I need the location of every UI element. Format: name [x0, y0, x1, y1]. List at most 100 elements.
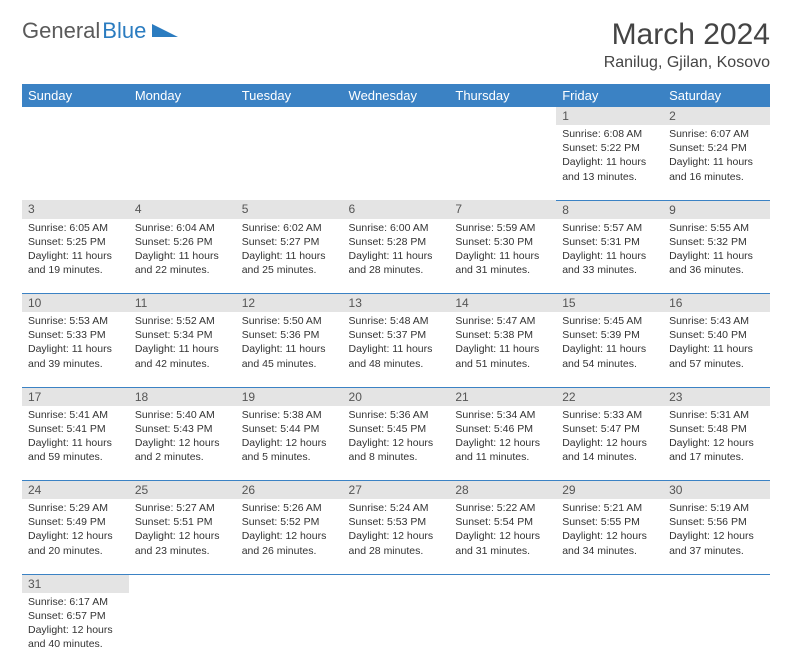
day-number-cell: 13 [343, 294, 450, 313]
day-content-cell: Sunrise: 5:22 AMSunset: 5:54 PMDaylight:… [449, 499, 556, 574]
day-number-cell [449, 107, 556, 125]
day-number-cell: 28 [449, 481, 556, 500]
day-content-cell: Sunrise: 5:59 AMSunset: 5:30 PMDaylight:… [449, 219, 556, 294]
daynum-row: 10111213141516 [22, 294, 770, 313]
day-details: Sunrise: 5:21 AMSunset: 5:55 PMDaylight:… [556, 499, 663, 562]
daynum-row: 12 [22, 107, 770, 125]
logo-text-gray: General [22, 18, 100, 44]
day-number-cell: 1 [556, 107, 663, 125]
day-details: Sunrise: 5:26 AMSunset: 5:52 PMDaylight:… [236, 499, 343, 562]
day-details: Sunrise: 5:53 AMSunset: 5:33 PMDaylight:… [22, 312, 129, 375]
day-number-cell: 30 [663, 481, 770, 500]
day-number-cell: 31 [22, 574, 129, 593]
day-number-cell: 7 [449, 200, 556, 219]
content-row: Sunrise: 6:08 AMSunset: 5:22 PMDaylight:… [22, 125, 770, 200]
day-details: Sunrise: 5:48 AMSunset: 5:37 PMDaylight:… [343, 312, 450, 375]
daynum-row: 31 [22, 574, 770, 593]
day-number-cell: 2 [663, 107, 770, 125]
day-content-cell: Sunrise: 5:48 AMSunset: 5:37 PMDaylight:… [343, 312, 450, 387]
day-number-cell: 26 [236, 481, 343, 500]
day-number-cell: 8 [556, 200, 663, 219]
content-row: Sunrise: 5:53 AMSunset: 5:33 PMDaylight:… [22, 312, 770, 387]
day-content-cell: Sunrise: 5:33 AMSunset: 5:47 PMDaylight:… [556, 406, 663, 481]
daynum-row: 3456789 [22, 200, 770, 219]
day-details: Sunrise: 6:08 AMSunset: 5:22 PMDaylight:… [556, 125, 663, 188]
day-content-cell: Sunrise: 6:02 AMSunset: 5:27 PMDaylight:… [236, 219, 343, 294]
day-content-cell: Sunrise: 6:04 AMSunset: 5:26 PMDaylight:… [129, 219, 236, 294]
calendar-table: Sunday Monday Tuesday Wednesday Thursday… [22, 84, 770, 668]
day-number-cell [236, 107, 343, 125]
day-number-cell: 16 [663, 294, 770, 313]
day-content-cell: Sunrise: 5:19 AMSunset: 5:56 PMDaylight:… [663, 499, 770, 574]
day-content-cell: Sunrise: 5:47 AMSunset: 5:38 PMDaylight:… [449, 312, 556, 387]
day-number-cell: 18 [129, 387, 236, 406]
day-number-cell: 5 [236, 200, 343, 219]
day-details: Sunrise: 5:31 AMSunset: 5:48 PMDaylight:… [663, 406, 770, 469]
day-number-cell: 4 [129, 200, 236, 219]
day-number-cell: 23 [663, 387, 770, 406]
day-details: Sunrise: 5:36 AMSunset: 5:45 PMDaylight:… [343, 406, 450, 469]
day-details: Sunrise: 5:29 AMSunset: 5:49 PMDaylight:… [22, 499, 129, 562]
location: Ranilug, Gjilan, Kosovo [604, 54, 770, 72]
day-content-cell: Sunrise: 5:29 AMSunset: 5:49 PMDaylight:… [22, 499, 129, 574]
day-content-cell [449, 125, 556, 200]
day-content-cell: Sunrise: 5:31 AMSunset: 5:48 PMDaylight:… [663, 406, 770, 481]
day-details: Sunrise: 5:59 AMSunset: 5:30 PMDaylight:… [449, 219, 556, 282]
day-number-cell [129, 574, 236, 593]
day-details: Sunrise: 5:24 AMSunset: 5:53 PMDaylight:… [343, 499, 450, 562]
day-number-cell: 12 [236, 294, 343, 313]
content-row: Sunrise: 5:41 AMSunset: 5:41 PMDaylight:… [22, 406, 770, 481]
weekday-header: Monday [129, 84, 236, 107]
day-content-cell: Sunrise: 5:45 AMSunset: 5:39 PMDaylight:… [556, 312, 663, 387]
day-number-cell [343, 107, 450, 125]
logo: GeneralBlue [22, 18, 178, 44]
day-number-cell: 15 [556, 294, 663, 313]
day-content-cell: Sunrise: 5:52 AMSunset: 5:34 PMDaylight:… [129, 312, 236, 387]
day-details: Sunrise: 6:00 AMSunset: 5:28 PMDaylight:… [343, 219, 450, 282]
day-content-cell: Sunrise: 6:08 AMSunset: 5:22 PMDaylight:… [556, 125, 663, 200]
day-content-cell: Sunrise: 5:53 AMSunset: 5:33 PMDaylight:… [22, 312, 129, 387]
day-number-cell [236, 574, 343, 593]
content-row: Sunrise: 6:05 AMSunset: 5:25 PMDaylight:… [22, 219, 770, 294]
day-number-cell: 14 [449, 294, 556, 313]
day-details: Sunrise: 5:34 AMSunset: 5:46 PMDaylight:… [449, 406, 556, 469]
day-details: Sunrise: 5:38 AMSunset: 5:44 PMDaylight:… [236, 406, 343, 469]
day-number-cell: 19 [236, 387, 343, 406]
weekday-header-row: Sunday Monday Tuesday Wednesday Thursday… [22, 84, 770, 107]
day-content-cell: Sunrise: 5:38 AMSunset: 5:44 PMDaylight:… [236, 406, 343, 481]
day-number-cell: 6 [343, 200, 450, 219]
day-content-cell: Sunrise: 5:50 AMSunset: 5:36 PMDaylight:… [236, 312, 343, 387]
flag-icon [152, 21, 178, 42]
day-number-cell: 10 [22, 294, 129, 313]
day-content-cell [22, 125, 129, 200]
day-details: Sunrise: 6:07 AMSunset: 5:24 PMDaylight:… [663, 125, 770, 188]
day-content-cell [663, 593, 770, 668]
day-content-cell: Sunrise: 5:26 AMSunset: 5:52 PMDaylight:… [236, 499, 343, 574]
day-content-cell: Sunrise: 5:55 AMSunset: 5:32 PMDaylight:… [663, 219, 770, 294]
day-number-cell [663, 574, 770, 593]
day-details: Sunrise: 6:05 AMSunset: 5:25 PMDaylight:… [22, 219, 129, 282]
day-number-cell: 24 [22, 481, 129, 500]
day-details: Sunrise: 6:02 AMSunset: 5:27 PMDaylight:… [236, 219, 343, 282]
header: GeneralBlue March 2024 Ranilug, Gjilan, … [22, 18, 770, 72]
content-row: Sunrise: 5:29 AMSunset: 5:49 PMDaylight:… [22, 499, 770, 574]
day-content-cell: Sunrise: 5:27 AMSunset: 5:51 PMDaylight:… [129, 499, 236, 574]
weekday-header: Saturday [663, 84, 770, 107]
day-content-cell: Sunrise: 5:34 AMSunset: 5:46 PMDaylight:… [449, 406, 556, 481]
day-content-cell: Sunrise: 5:24 AMSunset: 5:53 PMDaylight:… [343, 499, 450, 574]
weekday-header: Wednesday [343, 84, 450, 107]
day-details: Sunrise: 5:27 AMSunset: 5:51 PMDaylight:… [129, 499, 236, 562]
day-number-cell: 27 [343, 481, 450, 500]
day-details: Sunrise: 5:50 AMSunset: 5:36 PMDaylight:… [236, 312, 343, 375]
day-number-cell: 21 [449, 387, 556, 406]
logo-text-blue: Blue [102, 18, 146, 44]
day-number-cell: 25 [129, 481, 236, 500]
daynum-row: 17181920212223 [22, 387, 770, 406]
day-details: Sunrise: 5:45 AMSunset: 5:39 PMDaylight:… [556, 312, 663, 375]
day-content-cell [556, 593, 663, 668]
day-content-cell [236, 593, 343, 668]
day-details: Sunrise: 5:47 AMSunset: 5:38 PMDaylight:… [449, 312, 556, 375]
day-content-cell [129, 125, 236, 200]
day-content-cell: Sunrise: 5:36 AMSunset: 5:45 PMDaylight:… [343, 406, 450, 481]
day-number-cell [129, 107, 236, 125]
